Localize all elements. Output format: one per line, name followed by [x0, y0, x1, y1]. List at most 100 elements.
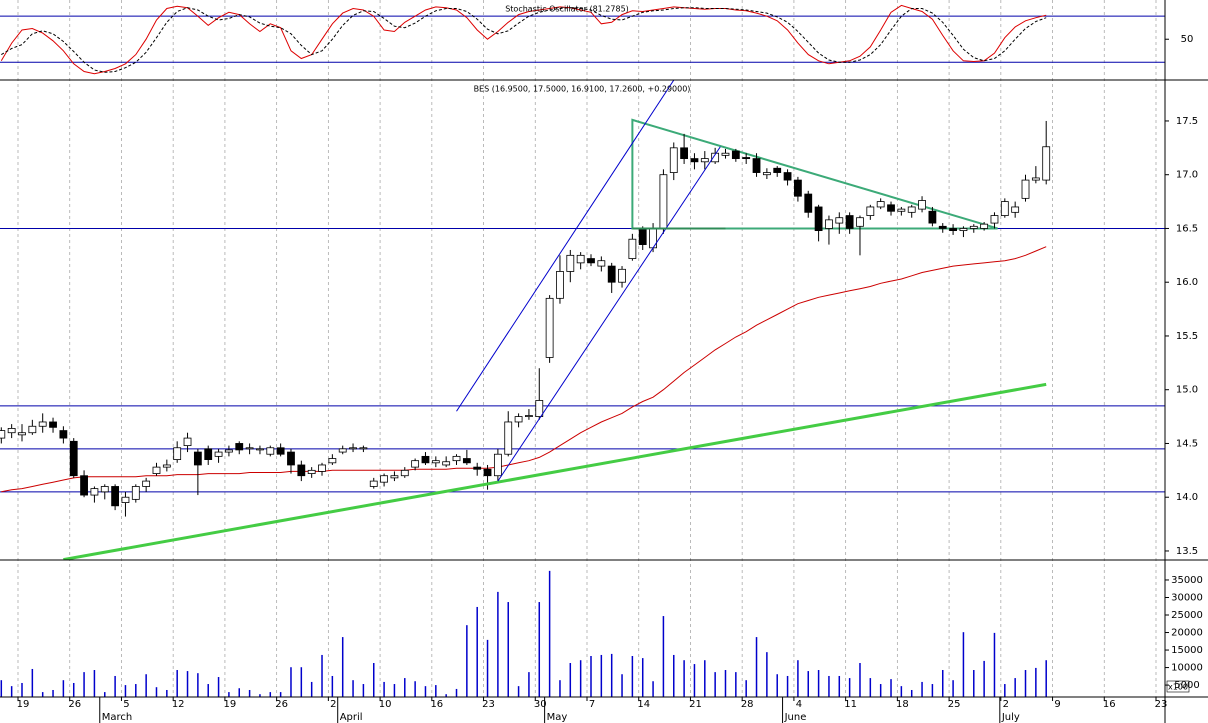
x-tick-label: 4 — [796, 699, 802, 710]
volume-bar — [300, 667, 303, 697]
volume-bar — [476, 606, 478, 697]
candle-body — [318, 464, 326, 472]
volume-bar — [993, 632, 996, 697]
candle-body — [794, 179, 802, 197]
volume-bar — [124, 685, 127, 697]
y-tick-label: 50 — [1181, 34, 1194, 45]
month-label: July — [1001, 712, 1020, 723]
volume-bar — [910, 689, 913, 697]
volume-bar — [786, 675, 789, 697]
volume-bar — [269, 692, 272, 697]
volume-bar — [166, 689, 168, 697]
candle-body — [949, 228, 957, 232]
candle-body — [111, 486, 120, 507]
volume-bar — [962, 632, 965, 697]
y-tick-label: 25000 — [1171, 610, 1203, 621]
candle-body — [1021, 179, 1030, 199]
candle-body — [256, 448, 264, 451]
candle-body — [69, 440, 78, 477]
volume-bar — [673, 654, 675, 697]
y-tick-label: 5000 — [1174, 680, 1199, 691]
candle-body — [566, 254, 575, 272]
volume-bar — [610, 653, 613, 697]
candle-body — [711, 152, 720, 163]
candle-body — [556, 271, 564, 299]
candle-body — [980, 223, 989, 229]
y-tick-label: 20000 — [1171, 628, 1203, 639]
candle-body — [545, 297, 554, 358]
y-tick-label: 17.5 — [1176, 116, 1198, 127]
volume-bar — [683, 660, 685, 697]
volume-bar — [424, 686, 427, 697]
x-tick-label: 5 — [123, 699, 129, 710]
y-tick-label: 17.0 — [1176, 170, 1198, 181]
volume-bar — [290, 667, 292, 697]
month-label: March — [102, 712, 132, 723]
x-tick-label: 9 — [1054, 699, 1060, 710]
volume-bar — [621, 674, 623, 697]
volume-bar — [435, 685, 437, 697]
y-tick-label: 15.0 — [1176, 385, 1198, 396]
candle-body — [142, 480, 151, 487]
volume-bar — [135, 684, 137, 697]
y-tick-label: 10000 — [1171, 663, 1203, 674]
y-tick-label: 14.5 — [1176, 438, 1198, 449]
candle-body — [825, 219, 833, 229]
candle-body — [804, 193, 813, 213]
candle-body — [204, 448, 213, 460]
y-tick-label: 35000 — [1171, 575, 1203, 586]
candle-body — [887, 204, 895, 212]
volume-bar — [497, 591, 499, 697]
volume-bar — [62, 680, 65, 697]
volume-bar — [579, 660, 582, 697]
candle-body — [38, 421, 47, 427]
moving-average — [1, 246, 1047, 493]
candle-body — [162, 464, 171, 468]
x-tick-label: 19 — [224, 699, 237, 710]
volume-bar — [921, 681, 923, 697]
candle-body — [876, 201, 885, 208]
volume-bar — [828, 675, 830, 697]
candle-body — [297, 464, 306, 477]
volume-bar — [455, 688, 458, 697]
candle-body — [835, 217, 844, 224]
volume-bar — [817, 670, 820, 697]
y-tick-label: 14.0 — [1176, 492, 1198, 503]
candle-body — [483, 468, 492, 477]
volume-bar — [1024, 670, 1027, 697]
candle-body — [90, 488, 99, 496]
y-tick-label: 15000 — [1171, 645, 1203, 656]
volume-bar — [228, 692, 230, 697]
candle-body — [473, 466, 482, 470]
candle-body — [1000, 201, 1009, 216]
candle-body — [907, 206, 916, 213]
candle-body — [752, 158, 761, 173]
volume-bar — [704, 660, 706, 697]
volume-bar — [21, 682, 23, 697]
volume-bar — [486, 639, 489, 697]
volume-bar — [52, 689, 54, 697]
candle-body — [938, 225, 947, 229]
candle-body — [535, 400, 544, 417]
candle-body — [731, 150, 740, 159]
volume-bar — [807, 671, 810, 697]
volume-bar — [414, 681, 416, 697]
candle-body — [525, 415, 533, 417]
volume-bar — [517, 686, 520, 697]
candle-body — [959, 228, 968, 232]
volume-bar — [186, 671, 189, 697]
candle-body — [814, 206, 823, 232]
volume-bar — [176, 670, 178, 697]
volume-bar — [848, 678, 851, 697]
stochastic-title: Stochastic Oscillator (81.2785) — [505, 5, 629, 14]
candle-body — [266, 447, 275, 455]
volume-bar — [879, 684, 882, 697]
x-tick-label: 16 — [430, 699, 443, 710]
volume-bar — [238, 688, 241, 697]
x-tick-label: 2 — [330, 699, 336, 710]
volume-panel — [0, 570, 1047, 697]
volume-bar — [310, 681, 313, 697]
trendline — [63, 382, 1047, 560]
x-tick-label: 26 — [68, 699, 81, 710]
